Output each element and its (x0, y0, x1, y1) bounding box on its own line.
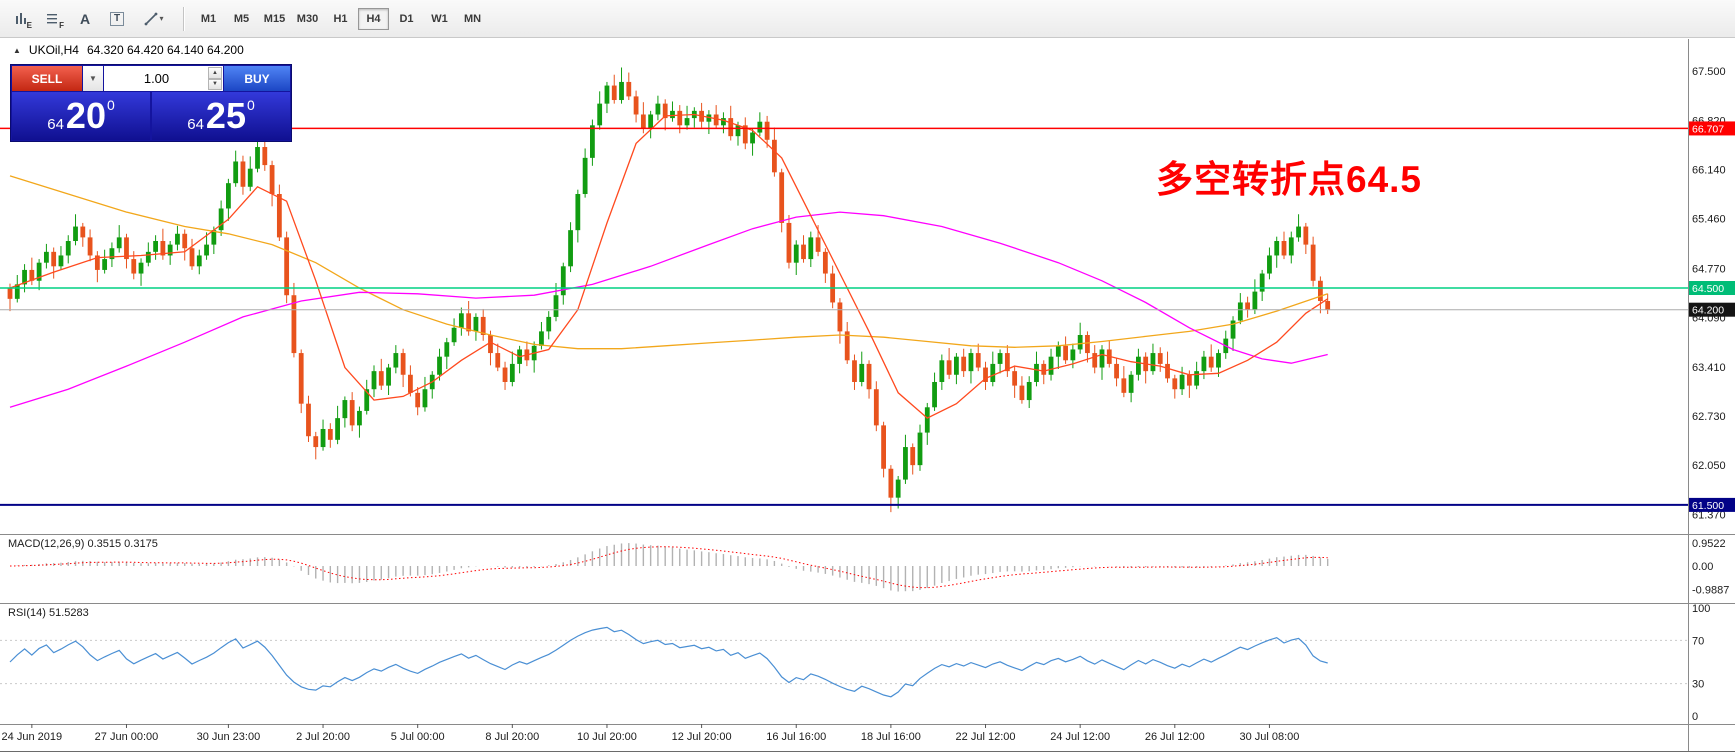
svg-text:30 Jul 08:00: 30 Jul 08:00 (1239, 731, 1299, 743)
svg-text:63.410: 63.410 (1692, 362, 1726, 374)
svg-text:12 Jul 20:00: 12 Jul 20:00 (672, 731, 732, 743)
ma-slow-orange (9, 175, 1328, 350)
macd-label: MACD(12,26,9) 0.3515 0.3175 (8, 538, 158, 550)
timeframe-m5-button[interactable]: M5 (226, 8, 257, 30)
candlestick-series (7, 67, 1331, 513)
text-box-icon: T (109, 11, 125, 26)
macd-signal-line (9, 546, 1328, 589)
timeframe-w1-button[interactable]: W1 (424, 8, 455, 30)
svg-text:5 Jul 00:00: 5 Jul 00:00 (391, 731, 445, 743)
bid-price-major: 64 (47, 116, 64, 133)
toolbar-separator (183, 6, 184, 31)
rsi-line (9, 626, 1328, 698)
timeframe-h1-button[interactable]: H1 (325, 8, 356, 30)
chart-shift-icon[interactable]: E (6, 6, 36, 32)
svg-text:30 Jun 23:00: 30 Jun 23:00 (197, 731, 261, 743)
chart-background (0, 39, 1735, 752)
one-click-trading-panel: SELL ▼ ▲ ▼ BUY 64 20 0 64 25 0 (10, 64, 292, 142)
bid-price-pips: 20 (65, 95, 106, 136)
svg-text:18 Jul 16:00: 18 Jul 16:00 (861, 731, 921, 743)
svg-text:64.770: 64.770 (1692, 263, 1726, 275)
svg-text:67.500: 67.500 (1692, 66, 1726, 78)
one-click-panel-toggle-icon[interactable]: ▲ (13, 45, 21, 55)
ma-long-magenta (9, 211, 1328, 408)
text-box-tool-button[interactable]: T (102, 6, 132, 32)
chart-annotation-text: 多空转折点64.5 (1156, 159, 1423, 200)
timeframe-m15-button[interactable]: M15 (259, 8, 290, 30)
volume-decrease-button[interactable]: ▼ (208, 78, 222, 90)
icon-sub-f: F (59, 20, 64, 30)
timeframe-h4-button[interactable]: H4 (358, 7, 389, 30)
volume-dropdown-button[interactable]: ▼ (83, 66, 103, 91)
svg-text:10 Jul 20:00: 10 Jul 20:00 (577, 731, 637, 743)
time-axis (31, 724, 1270, 728)
timeframe-m1-button[interactable]: M1 (193, 8, 224, 30)
toolbar: E F A T ▾ M1 M5 M15 M30 H1 H4 D1 W1 MN (0, 0, 1735, 38)
ask-price-major: 64 (187, 116, 204, 133)
bid-price-point: 0 (106, 97, 115, 113)
svg-text:24 Jul 12:00: 24 Jul 12:00 (1050, 731, 1110, 743)
chevron-down-icon: ▾ (159, 14, 164, 23)
chart-region: 67.500 66.820 66.140 65.460 64.770 64.090 63.4… (0, 39, 1735, 752)
timeframe-mn-button[interactable]: MN (457, 8, 488, 30)
svg-text:30: 30 (1692, 679, 1704, 691)
sell-button[interactable]: SELL (12, 66, 82, 91)
ohlc-values: 64.320 64.420 64.140 64.200 (86, 43, 244, 57)
svg-text:0: 0 (1692, 711, 1698, 723)
svg-text:26 Jul 12:00: 26 Jul 12:00 (1145, 731, 1205, 743)
buy-button[interactable]: BUY (224, 66, 290, 91)
ask-price[interactable]: 64 25 0 (152, 92, 290, 140)
ma-mid-red (9, 113, 1329, 419)
svg-text:27 Jun 00:00: 27 Jun 00:00 (95, 731, 159, 743)
volume-input[interactable] (104, 66, 223, 91)
ask-price-pips: 25 (205, 95, 246, 136)
chart-title: ▲ UKOil,H4 64.320 64.420 64.140 64.200 (13, 43, 244, 57)
chevron-down-icon: ▼ (89, 74, 97, 83)
timeframe-m30-button[interactable]: M30 (292, 8, 323, 30)
text-label-tool-button[interactable]: A (70, 6, 100, 32)
macd-histogram (16, 543, 1329, 592)
svg-text:65.460: 65.460 (1692, 214, 1726, 226)
svg-text:16 Jul 16:00: 16 Jul 16:00 (766, 731, 826, 743)
grid-icon (47, 13, 57, 23)
grid-toggle-icon[interactable]: F (38, 6, 68, 32)
volume-stepper: ▲ ▼ (208, 67, 222, 90)
trendline-icon (145, 12, 158, 25)
svg-text:66.140: 66.140 (1692, 164, 1726, 176)
svg-text:64.200: 64.200 (1692, 305, 1724, 317)
ask-price-point: 0 (246, 97, 255, 113)
svg-text:61.370: 61.370 (1692, 509, 1726, 521)
icon-sub-e: E (26, 20, 32, 30)
svg-text:0.9522: 0.9522 (1692, 538, 1726, 550)
svg-text:62.730: 62.730 (1692, 411, 1726, 423)
svg-text:-0.9887: -0.9887 (1692, 585, 1729, 597)
svg-text:0.00: 0.00 (1692, 561, 1713, 573)
volume-increase-button[interactable]: ▲ (208, 67, 222, 79)
svg-text:66.707: 66.707 (1692, 123, 1724, 135)
symbol-label: UKOil,H4 (28, 43, 79, 57)
price-chart-canvas[interactable]: 67.50066.82066.14065.46064.77064.09063.4… (0, 39, 1735, 752)
text-label-icon: A (79, 10, 91, 27)
svg-text:22 Jul 12:00: 22 Jul 12:00 (956, 731, 1016, 743)
timeframe-d1-button[interactable]: D1 (391, 8, 422, 30)
svg-text:70: 70 (1692, 635, 1704, 647)
svg-text:61.500: 61.500 (1692, 500, 1724, 512)
svg-text:64.500: 64.500 (1692, 283, 1724, 295)
bid-price[interactable]: 64 20 0 (12, 92, 150, 140)
line-drawing-tool-button[interactable]: ▾ (134, 6, 174, 32)
price-tags (1689, 121, 1735, 512)
svg-text:62.050: 62.050 (1692, 460, 1726, 472)
svg-text:2 Jul 20:00: 2 Jul 20:00 (296, 731, 350, 743)
volume-box: ▲ ▼ (104, 66, 223, 91)
rsi-label: RSI(14) 51.5283 (8, 607, 89, 619)
svg-text:24 Jun 2019: 24 Jun 2019 (2, 731, 63, 743)
svg-text:100: 100 (1692, 603, 1710, 615)
bar-chart-icon (16, 12, 26, 24)
svg-text:8 Jul 20:00: 8 Jul 20:00 (485, 731, 539, 743)
